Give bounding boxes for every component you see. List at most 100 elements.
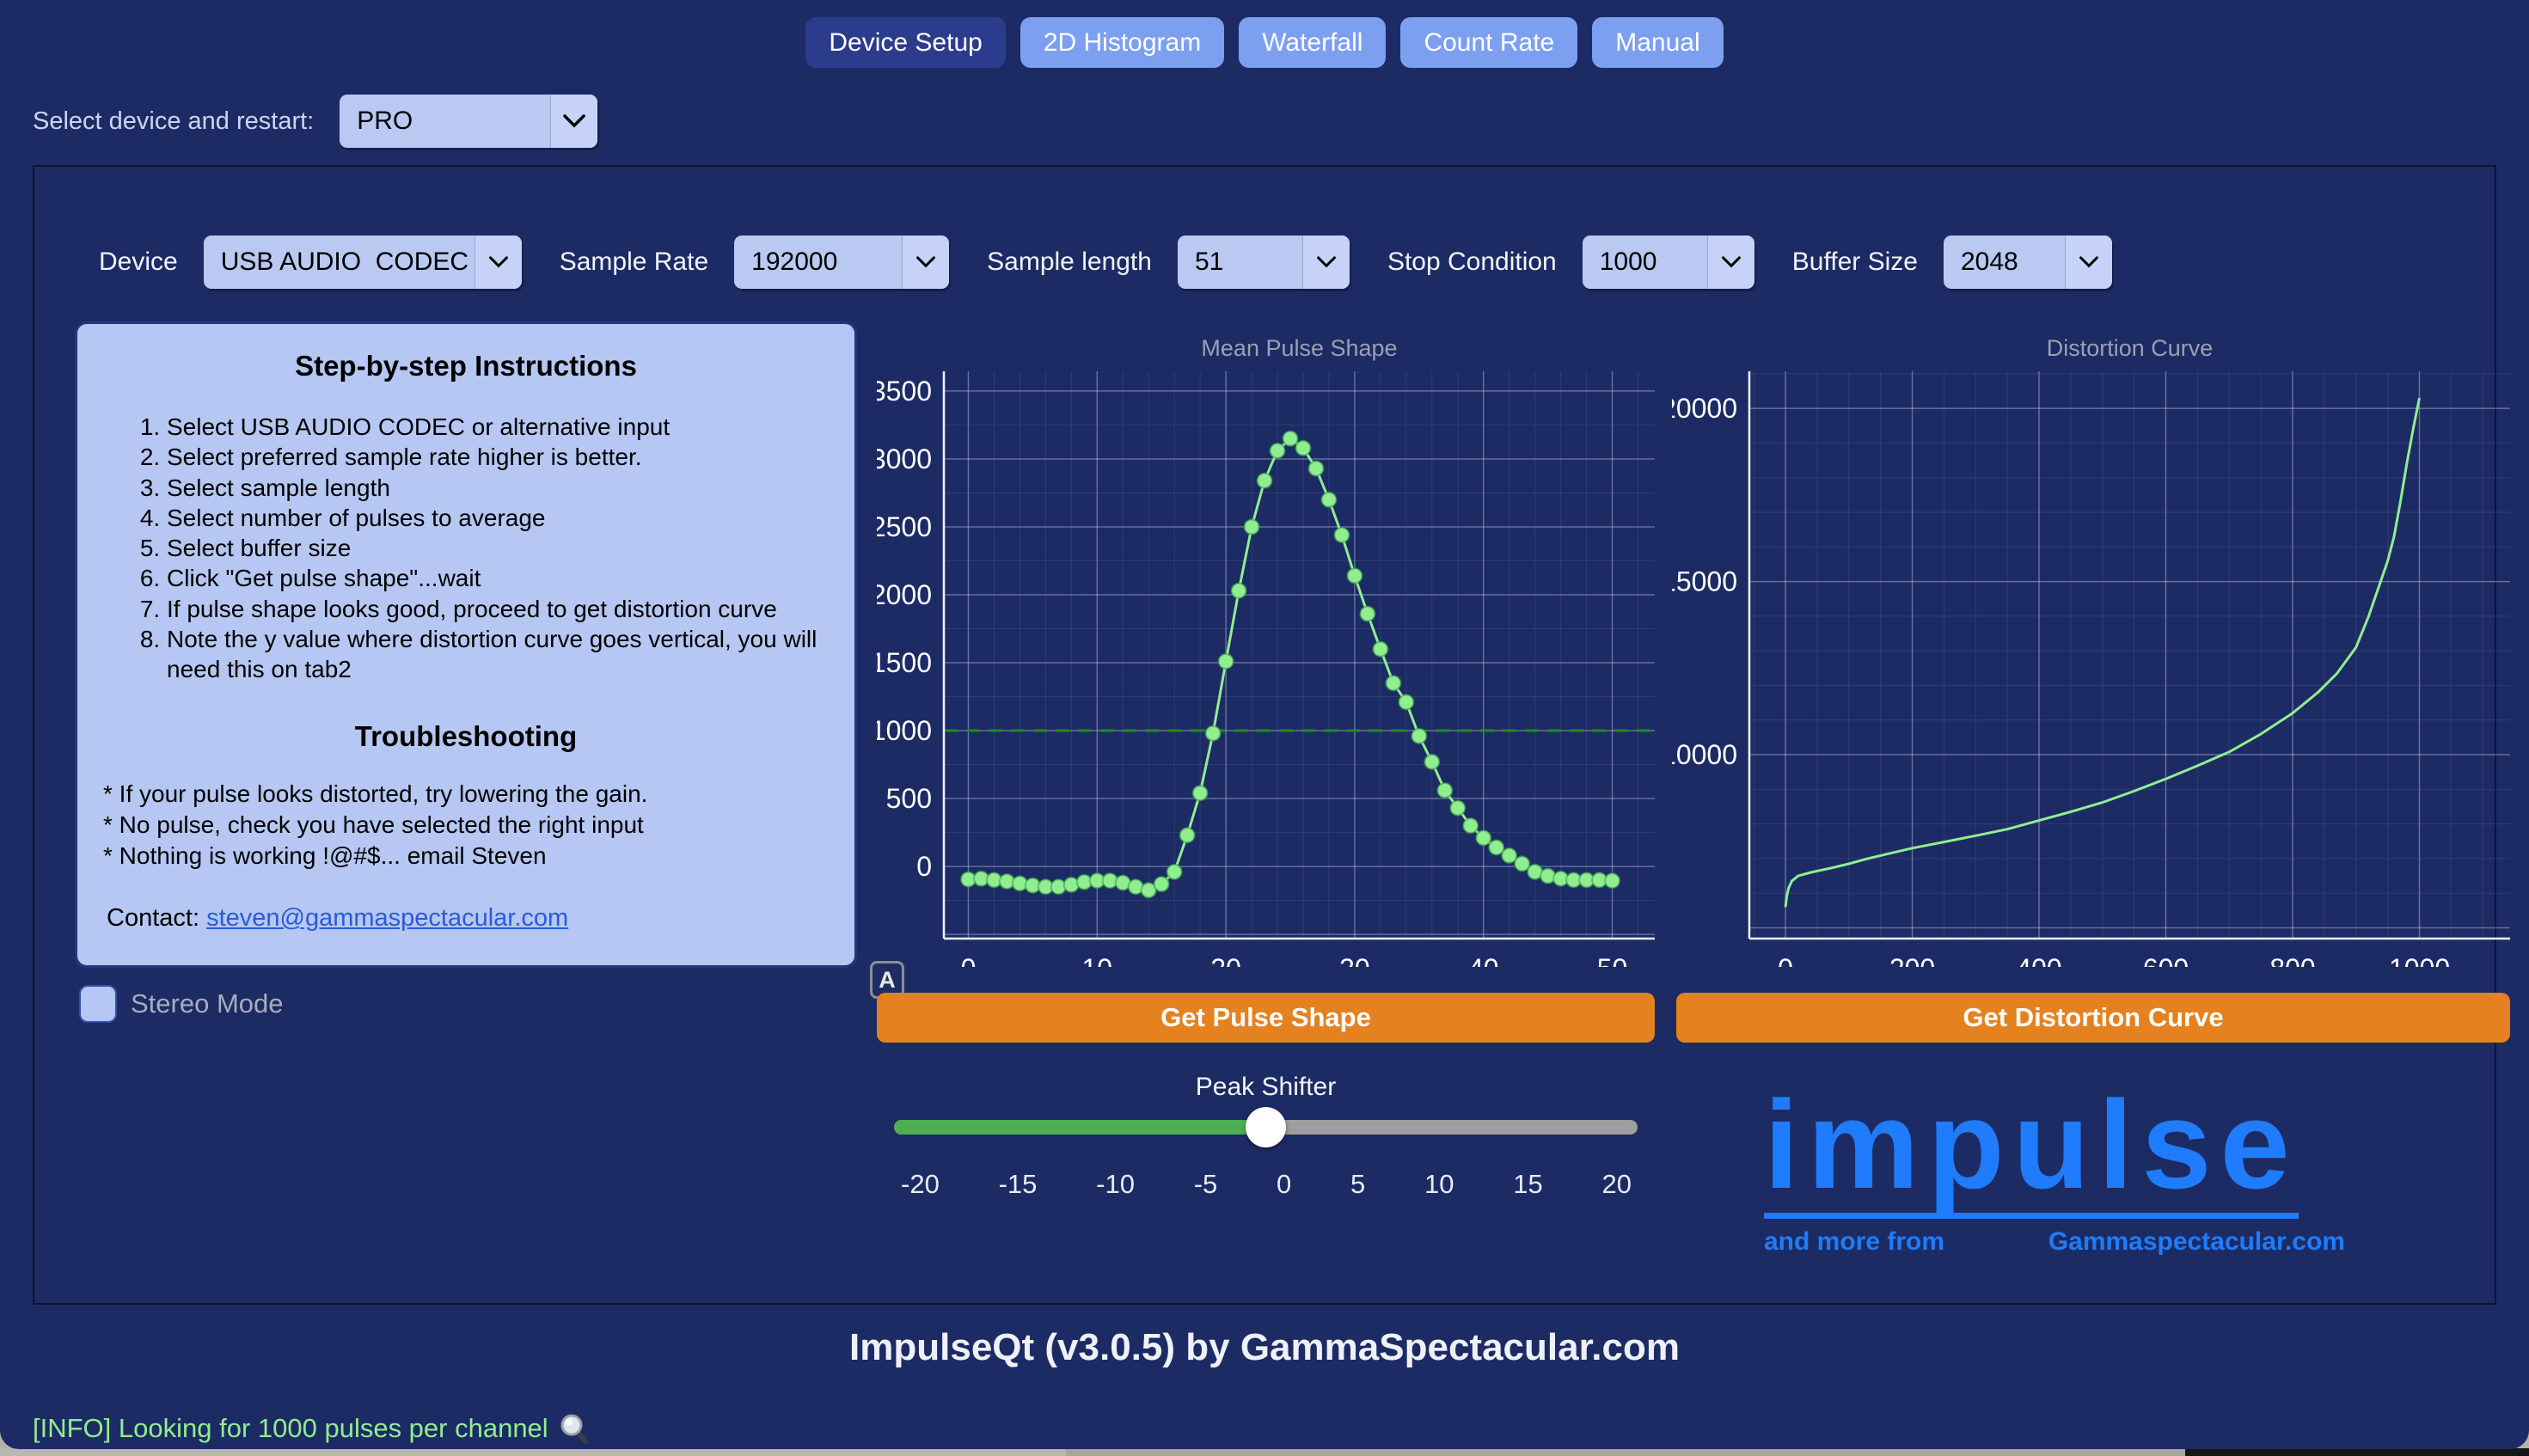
svg-text:1500: 1500 xyxy=(877,647,932,678)
impulse-logo-word: impulse xyxy=(1764,1080,2299,1219)
stereo-mode-checkbox[interactable] xyxy=(79,985,117,1023)
svg-text:2500: 2500 xyxy=(877,511,932,542)
instructions-list: Select USB AUDIO CODEC or alternative in… xyxy=(103,412,829,684)
svg-text:Mean Pulse Shape: Mean Pulse Shape xyxy=(1201,335,1397,361)
logo-tagline-left: and more from xyxy=(1764,1227,1945,1256)
buffer-size-label: Buffer Size xyxy=(1791,248,1918,276)
distortion-curve-chart[interactable]: 10000 15000 20000 0 200 400 600 800 1000 Distorti… xyxy=(1661,333,2514,984)
device-restart-label: Select device and restart: xyxy=(33,107,315,135)
chevron-down-icon xyxy=(1301,236,1350,289)
troubleshooting-list: * If your pulse looks distorted, try low… xyxy=(103,779,829,871)
audio-controls-row: Device USB AUDIO CODEC Sample Rate 19200… xyxy=(99,236,2112,289)
chevron-down-icon xyxy=(902,236,950,289)
app-title: ImpulseQt (v3.0.5) by GammaSpectacular.c… xyxy=(849,1326,1680,1368)
instructions-title: Step-by-step Instructions xyxy=(295,350,637,382)
svg-text:3000: 3000 xyxy=(877,444,932,474)
auto-range-button[interactable]: A xyxy=(870,961,904,999)
buffer-size-value: 2048 xyxy=(1960,248,2018,276)
peak-shifter-ticks: -20 -15 -10 -5 0 5 10 15 20 xyxy=(901,1169,1632,1200)
stop-condition-select[interactable]: 1000 xyxy=(1582,236,1754,289)
device-restart-select[interactable]: PRO xyxy=(340,95,598,148)
instruction-step: Select number of pulses to average xyxy=(167,503,829,533)
desktop-strip-left xyxy=(0,1448,1066,1456)
instructions-box: Step-by-step Instructions Select USB AUD… xyxy=(75,321,857,968)
logo-tagline-right: Gammaspectacular.com xyxy=(2048,1227,2345,1256)
troubleshooting-title: Troubleshooting xyxy=(354,720,578,753)
buffer-size-select[interactable]: 2048 xyxy=(1943,236,2112,289)
get-pulse-shape-button[interactable]: Get Pulse Shape xyxy=(877,993,1655,1043)
tick-label: -15 xyxy=(998,1169,1038,1199)
instruction-step: Select sample length xyxy=(167,473,829,503)
device-select[interactable]: USB AUDIO CODEC xyxy=(203,236,522,289)
tab-manual[interactable]: Manual xyxy=(1592,17,1724,68)
stop-condition-label: Stop Condition xyxy=(1387,248,1557,276)
tick-label: 5 xyxy=(1350,1169,1366,1199)
impulse-logo: impulse and more from Gammaspectacular.c… xyxy=(1764,1080,2345,1257)
contact-email-link[interactable]: steven@gammaspectacular.com xyxy=(206,904,569,932)
instruction-step: If pulse shape looks good, proceed to ge… xyxy=(167,594,829,624)
tab-count-rate[interactable]: Count Rate xyxy=(1400,17,1578,68)
get-distortion-curve-button[interactable]: Get Distortion Curve xyxy=(1676,993,2510,1043)
tick-label: 10 xyxy=(1424,1169,1454,1199)
svg-text:40: 40 xyxy=(1468,953,1499,967)
stereo-mode-label: Stereo Mode xyxy=(131,988,284,1019)
peak-shifter-fill xyxy=(894,1120,1265,1135)
device-restart-value: PRO xyxy=(357,107,413,135)
svg-text:3500: 3500 xyxy=(877,376,932,407)
svg-text:20000: 20000 xyxy=(1672,393,1737,424)
tab-waterfall[interactable]: Waterfall xyxy=(1239,17,1387,68)
desktop-strip-middle xyxy=(1066,1448,2185,1456)
svg-text:0: 0 xyxy=(1778,953,1793,967)
tab-device-setup[interactable]: Device Setup xyxy=(805,17,1006,68)
sample-length-label: Sample length xyxy=(987,248,1152,276)
instruction-step: Note the y value where distortion curve … xyxy=(167,624,829,685)
instruction-step: Select buffer size xyxy=(167,533,829,563)
status-text: [INFO] Looking for 1000 pulses per chann… xyxy=(33,1413,548,1443)
svg-text:400: 400 xyxy=(2016,953,2061,967)
stereo-mode-row: Stereo Mode xyxy=(79,985,284,1023)
tick-label: 0 xyxy=(1277,1169,1292,1199)
svg-text:1000: 1000 xyxy=(877,715,932,746)
tick-label: -20 xyxy=(901,1169,940,1199)
status-bar: [INFO] Looking for 1000 pulses per chann… xyxy=(33,1413,590,1444)
svg-text:500: 500 xyxy=(886,783,932,814)
troubleshooting-item: * Nothing is working !@#$... email Steve… xyxy=(103,842,547,870)
contact-line: Contact: steven@gammaspectacular.com xyxy=(107,904,568,933)
tick-label: -10 xyxy=(1096,1169,1135,1199)
svg-text:50: 50 xyxy=(1597,953,1628,967)
tick-label: -5 xyxy=(1193,1169,1218,1199)
svg-text:0: 0 xyxy=(961,953,977,967)
svg-text:20: 20 xyxy=(1210,953,1241,967)
instruction-step: Select preferred sample rate higher is b… xyxy=(167,442,829,472)
contact-label: Contact: xyxy=(107,904,199,932)
main-panel: Device USB AUDIO CODEC Sample Rate 19200… xyxy=(33,165,2496,1305)
svg-text:30: 30 xyxy=(1339,953,1370,967)
svg-text:10: 10 xyxy=(1081,953,1112,967)
peak-shifter-label: Peak Shifter xyxy=(1195,1073,1337,1101)
tab-bar: Device Setup 2D Histogram Waterfall Coun… xyxy=(0,17,2529,68)
chevron-down-icon xyxy=(1706,236,1754,289)
svg-text:600: 600 xyxy=(2143,953,2189,967)
stop-condition-value: 1000 xyxy=(1599,248,1657,276)
svg-text:800: 800 xyxy=(2269,953,2315,967)
instruction-step: Click "Get pulse shape"...wait xyxy=(167,563,829,593)
svg-text:200: 200 xyxy=(1889,953,1935,967)
chevron-down-icon xyxy=(2064,236,2112,289)
svg-text:0: 0 xyxy=(916,851,932,882)
sample-rate-label: Sample Rate xyxy=(559,248,709,276)
sample-length-select[interactable]: 51 xyxy=(1177,236,1350,289)
svg-text:2000: 2000 xyxy=(877,579,932,610)
mean-pulse-shape-chart[interactable]: 0 500 1000 1500 2000 2500 3000 3500 0 10 20 30 40 50 M… xyxy=(871,333,1659,984)
troubleshooting-item: * No pulse, check you have selected the … xyxy=(103,811,644,839)
chevron-down-icon xyxy=(474,236,522,289)
peak-shifter-handle[interactable] xyxy=(1246,1107,1286,1147)
troubleshooting-item: * If your pulse looks distorted, try low… xyxy=(103,780,648,808)
tab-2d-histogram[interactable]: 2D Histogram xyxy=(1020,17,1225,68)
sample-rate-value: 192000 xyxy=(751,248,838,276)
svg-text:10000: 10000 xyxy=(1672,739,1737,770)
device-value: USB AUDIO CODEC xyxy=(220,248,469,276)
sample-rate-select[interactable]: 192000 xyxy=(734,236,950,289)
chevron-down-icon xyxy=(550,95,598,148)
